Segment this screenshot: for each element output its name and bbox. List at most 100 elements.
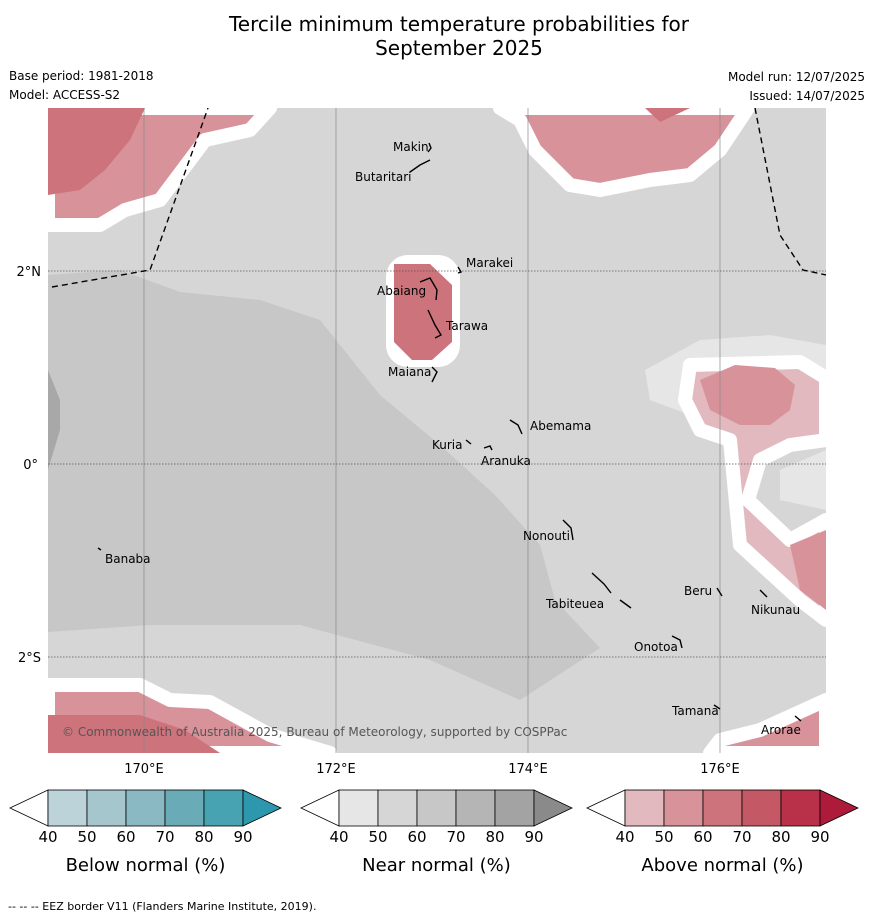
above-normal-50-lower-right	[790, 530, 826, 610]
above-normal-area-top-right	[493, 108, 755, 197]
colorbar-swatch	[47, 789, 88, 827]
place-label-arorae: Arorae	[761, 723, 801, 737]
colorbar-tick-label: 70	[732, 828, 751, 846]
colorbar-tick-label: 90	[810, 828, 829, 846]
colorbar-swatch	[494, 789, 535, 827]
colorbar-tick-label: 80	[485, 828, 504, 846]
islands	[97, 142, 802, 722]
colorbar-tick-label: 40	[615, 828, 634, 846]
colorbar-swatch	[702, 789, 743, 827]
colorbar-title: Below normal (%)	[66, 855, 226, 876]
near-normal-40-area-2	[780, 450, 826, 510]
latitude-lines	[48, 270, 826, 658]
model-name: Model: ACCESS-S2	[9, 88, 121, 102]
place-label-nonouti: Nonouti	[523, 529, 570, 543]
place-label-tarawa: Tarawa	[445, 319, 488, 333]
lat-tick-2s: 2°S	[18, 651, 41, 666]
colorbar-tick-label: 70	[155, 828, 174, 846]
place-label-makin: Makin	[393, 140, 429, 154]
colorbar-swatch	[338, 789, 379, 827]
colorbar-title: Near normal (%)	[362, 855, 511, 876]
place-label-nikunau: Nikunau	[751, 603, 800, 617]
above-normal-60-top-left	[48, 108, 145, 195]
colorbar-swatch	[377, 789, 418, 827]
lon-tick-174e: 174°E	[508, 762, 548, 777]
probability-map: Makin Butaritari Marakei Abaiang Tarawa …	[48, 108, 826, 753]
colorbars: 40 50 60 70 80 90 Below normal (%) 40 50 60 70 80 90…	[9, 789, 859, 876]
colorbar-high-extension	[533, 789, 573, 827]
colorbar-swatch	[741, 789, 782, 827]
colorbar-swatch	[663, 789, 704, 827]
colorbar-tick-label: 50	[77, 828, 96, 846]
colorbar-tick-label: 80	[194, 828, 213, 846]
colorbar-tick-label: 50	[368, 828, 387, 846]
colorbar-swatch	[416, 789, 457, 827]
place-label-kuria: Kuria	[432, 438, 463, 452]
colorbar-tick-label: 90	[233, 828, 252, 846]
meta-right: Model run: 12/07/2025 Issued: 14/07/2025	[728, 70, 865, 108]
meta-left: Base period: 1981-2018 Model: ACCESS-S2	[9, 69, 154, 107]
place-labels: Makin Butaritari Marakei Abaiang Tarawa …	[105, 140, 801, 737]
place-label-abaiang: Abaiang	[377, 284, 426, 298]
colorbar-swatch	[203, 789, 244, 827]
colorbar-above: 40 50 60 70 80 90 Above normal (%)	[586, 789, 859, 876]
colorbar-swatch	[86, 789, 127, 827]
eez-footnote: -- -- -- EEZ border V11 (Flanders Marine…	[8, 900, 317, 913]
axis-labels: 170°E 172°E 174°E 176°E 2°N 0° 2°S	[17, 265, 740, 777]
place-label-marakei: Marakei	[466, 256, 513, 270]
near-normal-60-area	[48, 270, 600, 700]
colorbar-low-extension	[586, 789, 626, 827]
lat-tick-0: 0°	[23, 458, 38, 473]
graticule	[143, 108, 721, 753]
colorbar-tick-label: 90	[524, 828, 543, 846]
colorbar-tick-label: 60	[693, 828, 712, 846]
above-normal-area-tarawa	[394, 264, 452, 360]
lon-tick-170e: 170°E	[124, 762, 164, 777]
eez-border	[51, 108, 826, 288]
above-normal-60-bottom-left	[48, 715, 220, 753]
place-label-maiana: Maiana	[388, 365, 431, 379]
model-run: Model run: 12/07/2025	[727, 70, 865, 84]
title-line-2: September 2025	[375, 36, 543, 60]
colorbar-low-extension	[300, 789, 340, 827]
title-line-1: Tercile minimum temperature probabilitie…	[228, 12, 690, 36]
colorbar-swatch	[780, 789, 821, 827]
base-period: Base period: 1981-2018	[9, 69, 154, 83]
above-normal-area-bottom-right	[703, 693, 826, 753]
place-label-banaba: Banaba	[105, 552, 151, 566]
place-label-beru: Beru	[684, 584, 712, 598]
colorbar-high-extension	[819, 789, 859, 827]
colorbar-swatch	[164, 789, 205, 827]
colorbar-tick-label: 60	[407, 828, 426, 846]
colorbar-swatch	[125, 789, 166, 827]
place-label-aranuka: Aranuka	[481, 454, 531, 468]
colorbar-below: 40 50 60 70 80 90 Below normal (%)	[9, 789, 282, 876]
place-label-tamana: Tamana	[671, 704, 719, 718]
place-label-butaritari: Butaritari	[355, 170, 412, 184]
near-normal-70-area	[48, 370, 60, 470]
colorbar-low-extension	[9, 789, 49, 827]
colorbar-tick-label: 40	[329, 828, 348, 846]
above-normal-60-top-right	[645, 108, 690, 122]
colorbar-tick-label: 50	[654, 828, 673, 846]
map-title: Tercile minimum temperature probabilitie…	[0, 12, 873, 60]
above-normal-50-right	[700, 365, 795, 425]
place-label-tabiteuea: Tabiteuea	[545, 597, 604, 611]
lon-tick-176e: 176°E	[700, 762, 740, 777]
lat-tick-2n: 2°N	[17, 265, 42, 280]
colorbar-title: Above normal (%)	[641, 855, 803, 876]
lon-tick-172e: 172°E	[316, 762, 356, 777]
issued-date: Issued: 14/07/2025	[749, 89, 865, 103]
colorbar-swatch	[455, 789, 496, 827]
colorbar-tick-label: 80	[771, 828, 790, 846]
copyright-notice: © Commonwealth of Australia 2025, Bureau…	[62, 725, 567, 739]
colorbar-tick-label: 70	[446, 828, 465, 846]
place-label-abemama: Abemama	[530, 419, 591, 433]
colorbar-high-extension	[242, 789, 282, 827]
colorbar-near: 40 50 60 70 80 90 Near normal (%)	[300, 789, 573, 876]
place-label-onotoa: Onotoa	[634, 640, 678, 654]
colorbar-tick-label: 40	[38, 828, 57, 846]
colorbar-swatch	[624, 789, 665, 827]
colorbar-tick-label: 60	[116, 828, 135, 846]
